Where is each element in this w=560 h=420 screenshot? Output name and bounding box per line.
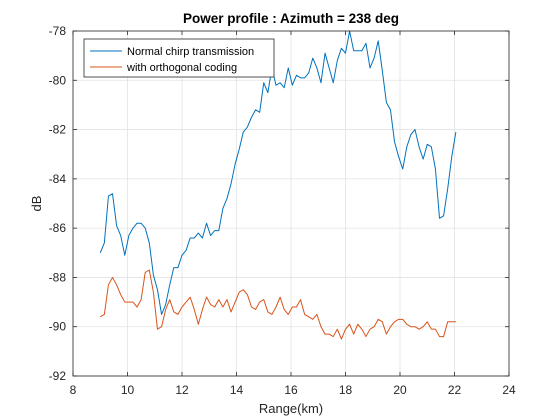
x-tick-label: 24	[502, 383, 516, 397]
series-line-normal-chirp	[99, 30, 457, 315]
x-tick-label: 18	[339, 383, 353, 397]
series-line-orthogonal-coding	[99, 269, 456, 340]
y-tick-label: -84	[49, 172, 67, 186]
ticks: 8 10 12 14 16 18 20 22 24 -92 -90 -88 -86 -84 -82 -80 -7…	[49, 24, 516, 397]
y-tick-label: -88	[49, 270, 67, 284]
legend-label-orthogonal-coding: with orthogonal coding	[126, 62, 237, 74]
series-layer	[99, 30, 457, 340]
y-tick-label: -92	[49, 369, 67, 383]
legend-box	[83, 38, 275, 78]
x-tick-label: 12	[175, 383, 189, 397]
x-axis-label: Range(km)	[259, 401, 323, 416]
y-tick-label: -90	[49, 320, 67, 334]
x-tick-label: 8	[70, 383, 77, 397]
legend: Normal chirp transmission with orthogona…	[83, 38, 275, 78]
legend-label-normal-chirp: Normal chirp transmission	[127, 46, 254, 58]
y-tick-label: -80	[49, 73, 67, 87]
x-tick-label: 20	[393, 383, 407, 397]
y-tick-label: -86	[49, 221, 67, 235]
y-axis-label: dB	[29, 196, 44, 212]
y-tick-label: -78	[49, 24, 67, 38]
y-tick-label: -82	[49, 123, 67, 137]
x-tick-label: 16	[284, 383, 298, 397]
x-tick-label: 10	[121, 383, 135, 397]
x-tick-label: 22	[448, 383, 462, 397]
x-tick-label: 14	[230, 383, 244, 397]
chart-title: Power profile : Azimuth = 238 deg	[183, 11, 399, 26]
